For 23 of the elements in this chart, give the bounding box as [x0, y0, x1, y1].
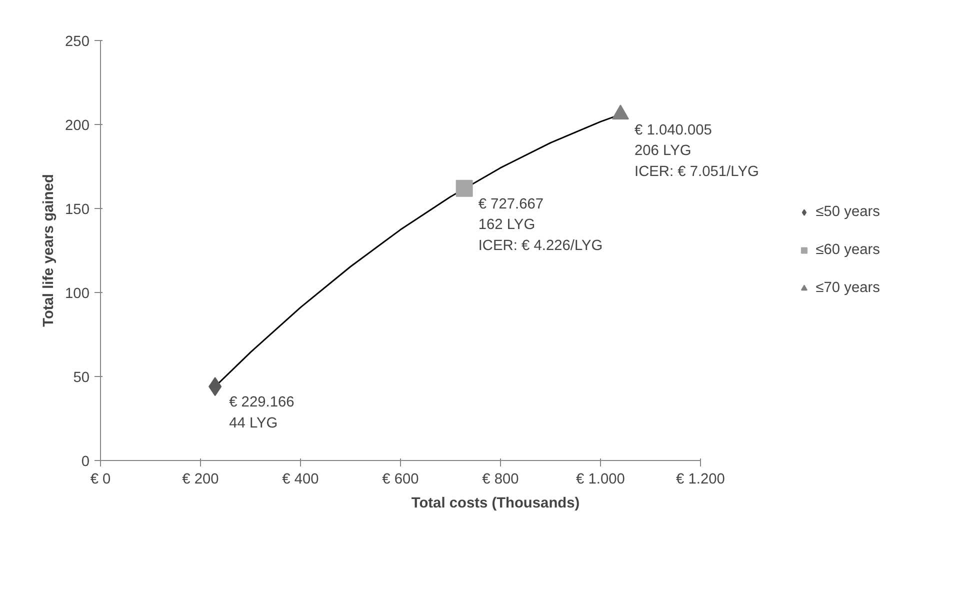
y-tick-label: 50: [73, 370, 90, 386]
x-tick-label: € 600: [382, 472, 419, 488]
x-tick-label: € 800: [482, 472, 519, 488]
x-tick-label: € 200: [182, 472, 219, 488]
legend-label: ≤70 years: [816, 280, 880, 296]
point: [612, 104, 630, 120]
annotation: € 1.040.005 206 LYG ICER: € 7.051/LYG: [634, 122, 759, 180]
x-tick-label: € 0: [90, 472, 111, 488]
legend-label: ≤60 years: [816, 242, 880, 258]
point: [456, 180, 473, 197]
x-tick-label: € 400: [282, 472, 319, 488]
x-tick-label: € 1.200: [676, 472, 725, 488]
x-tick-label: € 1.000: [576, 472, 625, 488]
annotation: € 229.166 44 LYG: [229, 394, 294, 432]
annotation: € 727.667 162 LYG ICER: € 4.226/LYG: [478, 196, 603, 254]
y-axis-title: Total life years gained: [41, 174, 58, 327]
y-tick-label: 250: [65, 34, 90, 50]
x-axis-title: Total costs (Thousands): [411, 496, 580, 512]
legend-label: ≤50 years: [816, 204, 880, 220]
y-tick-label: 200: [65, 118, 90, 134]
y-tick-label: 150: [65, 202, 90, 218]
y-tick-label: 0: [81, 454, 90, 470]
y-tick-label: 100: [65, 286, 90, 302]
